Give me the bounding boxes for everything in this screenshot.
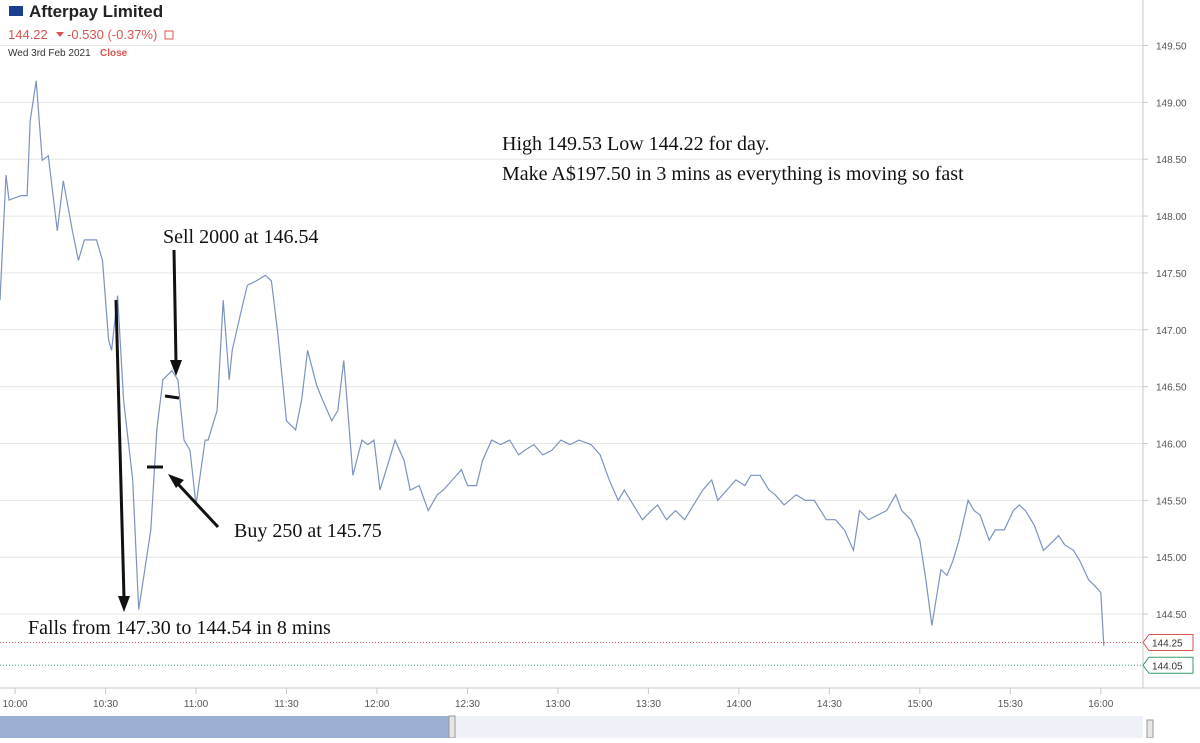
arrows bbox=[114, 249, 220, 612]
annotation: Make A$197.50 in 3 mins as everything is… bbox=[502, 163, 964, 185]
navigator-handle[interactable] bbox=[448, 715, 456, 739]
arrow bbox=[172, 249, 178, 363]
y-tick-label: 145.50 bbox=[1156, 496, 1187, 507]
icon bbox=[164, 30, 174, 40]
title: Afterpay Limited bbox=[29, 2, 163, 21]
x-tick-label: 13:00 bbox=[545, 699, 570, 710]
x-tick-label: 11:00 bbox=[184, 699, 209, 710]
x-tick-label: 10:30 bbox=[93, 699, 118, 710]
y-tick-label: 145.00 bbox=[1156, 553, 1187, 564]
price: 144.22 bbox=[8, 27, 48, 42]
price-marker-tag bbox=[1142, 656, 1194, 674]
y-tick-label: 144.50 bbox=[1156, 610, 1187, 621]
down-arrow bbox=[56, 32, 64, 37]
navigator-handle[interactable] bbox=[1146, 719, 1154, 739]
y-tick-label: 149.50 bbox=[1156, 41, 1187, 52]
x-tick-label: 11:30 bbox=[274, 699, 299, 710]
arrow bbox=[114, 299, 126, 599]
y-tick-label: 147.00 bbox=[1156, 326, 1187, 337]
trade-marker bbox=[164, 394, 180, 400]
annotation: Buy 250 at 145.75 bbox=[234, 520, 382, 542]
arrowhead bbox=[118, 596, 130, 612]
plot-layer bbox=[0, 44, 1143, 646]
y-tick-label: 149.00 bbox=[1156, 98, 1187, 109]
y-tick-label: 147.50 bbox=[1156, 269, 1187, 280]
x-tick-label: 14:00 bbox=[726, 699, 751, 710]
annotation: High 149.53 Low 144.22 for day. bbox=[502, 133, 770, 155]
x-tick-label: 15:00 bbox=[907, 699, 932, 710]
arrowhead bbox=[170, 360, 182, 376]
x-tick-label: 15:30 bbox=[998, 699, 1023, 710]
x-tick-label: 12:30 bbox=[455, 699, 480, 710]
arrowhead bbox=[168, 474, 184, 488]
y-tick-label: 146.00 bbox=[1156, 440, 1187, 451]
status: Close bbox=[100, 48, 128, 59]
change: -0.530 (-0.37%) bbox=[67, 27, 157, 42]
x-tick-label: 12:00 bbox=[364, 699, 389, 710]
date: Wed 3rd Feb 2021 bbox=[8, 48, 91, 59]
price-marker-label: 144.05 bbox=[1152, 661, 1183, 672]
x-tick-label: 16:00 bbox=[1088, 699, 1113, 710]
navigator-selection bbox=[0, 716, 452, 738]
y-tick-label: 146.50 bbox=[1156, 383, 1187, 394]
price-marker-label: 144.25 bbox=[1152, 639, 1183, 650]
arrow bbox=[176, 482, 220, 529]
x-tick-label: 13:30 bbox=[636, 699, 661, 710]
annotation: Falls from 147.30 to 144.54 in 8 mins bbox=[28, 617, 331, 639]
y-tick-label: 148.50 bbox=[1156, 155, 1187, 166]
price-line bbox=[0, 80, 1105, 646]
x-tick-label: 14:30 bbox=[817, 699, 842, 710]
axis-panel bbox=[1143, 0, 1200, 688]
annotation: Sell 2000 at 146.54 bbox=[163, 226, 319, 248]
y-tick-label: 148.00 bbox=[1156, 212, 1187, 223]
price-marker-tag bbox=[1142, 634, 1194, 652]
x-tick-label: 10:00 bbox=[3, 699, 28, 710]
flag-icon bbox=[9, 6, 23, 16]
